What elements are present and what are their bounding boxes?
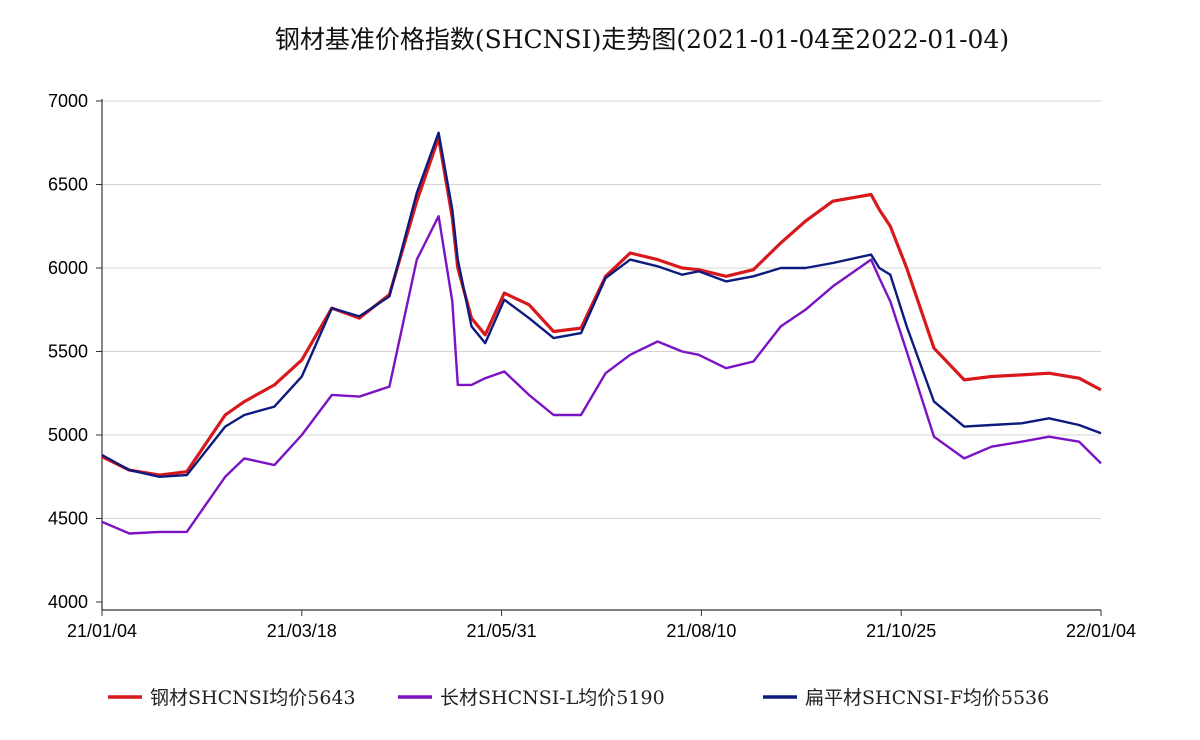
legend-label: 扁平材SHCNSI-F均价5536 [805, 687, 1049, 709]
chart-title: 钢材基准价格指数(SHCNSI)走势图(2021-01-04至2022-01-0… [275, 25, 1009, 54]
series-lines [101, 131, 1102, 535]
series-line-gangcai [101, 136, 1102, 477]
series-line-changcai [101, 214, 1102, 535]
y-tick-label: 6000 [48, 258, 88, 278]
x-tick-labels: 21/01/04 21/03/18 21/05/31 21/08/10 21/10/25… [67, 610, 1136, 641]
y-tick-label: 7000 [48, 91, 88, 111]
legend-label: 钢材SHCNSI均价5643 [150, 687, 356, 709]
grid-lines [96, 100, 1101, 603]
x-tick-label: 22/01/04 [1066, 621, 1136, 641]
y-tick-label: 5000 [48, 425, 88, 445]
x-tick-label: 21/08/10 [666, 621, 736, 641]
x-tick-label: 21/03/18 [267, 621, 337, 641]
legend-item-changcai: 长材SHCNSI-L均价5190 [398, 687, 665, 709]
series-line-bianpingcai [101, 131, 1102, 478]
legend-item-bianpingcai: 扁平材SHCNSI-F均价5536 [763, 687, 1049, 709]
y-tick-labels: 4000 4500 5000 5500 6000 6500 7000 [48, 91, 88, 612]
y-tick-label: 4000 [48, 592, 88, 612]
y-tick-label: 4500 [48, 509, 88, 529]
y-tick-label: 5500 [48, 342, 88, 362]
axes [101, 99, 1101, 611]
y-tick-label: 6500 [48, 175, 88, 195]
legend-item-gangcai: 钢材SHCNSI均价5643 [108, 687, 356, 709]
legend: 钢材SHCNSI均价5643 长材SHCNSI-L均价5190 扁平材SHCNSI-… [108, 687, 1049, 709]
x-tick-label: 21/10/25 [866, 621, 936, 641]
legend-label: 长材SHCNSI-L均价5190 [440, 687, 665, 709]
x-tick-label: 21/05/31 [467, 621, 537, 641]
x-tick-label: 21/01/04 [67, 621, 137, 641]
